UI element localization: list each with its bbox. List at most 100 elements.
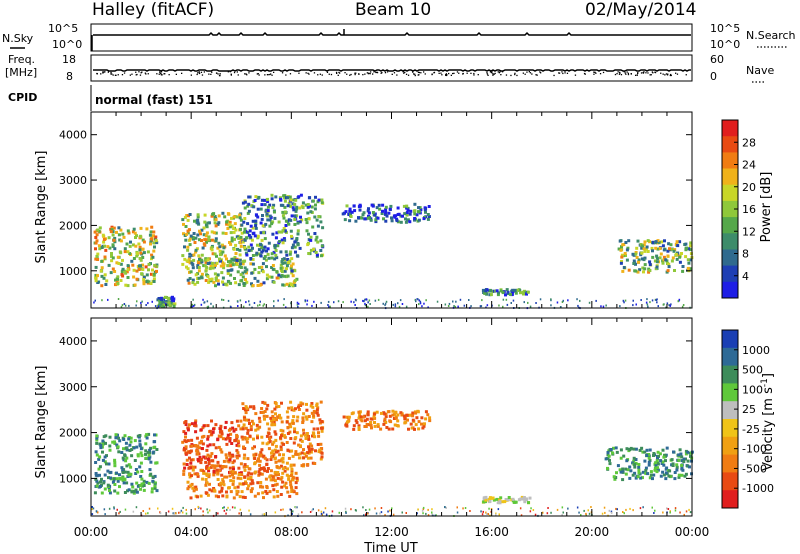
echo-cell	[244, 251, 248, 255]
echo-cell	[295, 492, 299, 496]
echo-cell	[285, 420, 289, 424]
echo-cell	[192, 258, 196, 262]
nave-dot	[328, 73, 330, 75]
nave-dot	[281, 72, 284, 74]
nave-dot	[536, 74, 538, 76]
echo-cell	[119, 510, 121, 513]
echo-cell	[620, 245, 623, 249]
echo-cell	[369, 303, 371, 305]
echo-cell	[281, 429, 285, 433]
echo-cell	[201, 477, 205, 481]
echo-cell	[148, 451, 152, 455]
echo-cell	[99, 269, 103, 273]
echo-cell	[220, 271, 224, 275]
echo-cell	[141, 238, 145, 242]
echo-cell	[363, 300, 365, 303]
echo-cell	[227, 299, 230, 302]
echo-cell	[117, 450, 121, 454]
echo-cell	[198, 455, 202, 459]
echo-cell	[183, 448, 187, 452]
echo-cell	[646, 472, 650, 476]
echo-cell	[239, 262, 243, 266]
echo-cell	[208, 443, 212, 447]
echo-cell	[648, 476, 652, 480]
echo-cell	[248, 434, 252, 438]
echo-cell	[223, 426, 227, 430]
echo-cell	[116, 255, 120, 259]
echo-cell	[257, 304, 259, 307]
echo-cell	[488, 507, 490, 510]
echo-cell	[352, 427, 356, 431]
echo-cell	[666, 269, 670, 273]
echo-cell	[595, 299, 597, 302]
echo-cell	[303, 452, 307, 456]
echo-cell	[270, 455, 274, 459]
echo-cell	[270, 197, 274, 201]
echo-cell	[102, 276, 106, 280]
echo-cell	[317, 215, 321, 218]
echo-cell	[310, 420, 314, 424]
echo-cell	[293, 223, 297, 226]
echo-cell	[357, 424, 361, 428]
echo-cell	[227, 486, 231, 490]
echo-cell	[481, 299, 483, 302]
echo-cell	[291, 419, 295, 423]
echo-cell	[357, 426, 361, 430]
echo-cell	[132, 491, 136, 495]
echo-cell	[677, 475, 681, 479]
echo-cell	[271, 267, 275, 271]
echo-cell	[211, 430, 215, 434]
echo-cell	[409, 422, 413, 426]
nave-dot	[493, 73, 495, 75]
echo-cell	[498, 513, 500, 516]
echo-cell	[269, 435, 273, 439]
echo-cell	[484, 291, 488, 295]
echo-cell	[237, 305, 239, 307]
echo-cell	[275, 276, 279, 280]
echo-cell	[118, 439, 122, 443]
echo-cell	[419, 300, 422, 303]
echo-cell	[230, 216, 233, 220]
echo-cell	[145, 304, 147, 306]
colorbar-tick-label: 20	[742, 181, 756, 194]
echo-cell	[126, 268, 130, 272]
nave-dot	[198, 72, 201, 75]
echo-cell	[219, 448, 223, 452]
echo-cell	[258, 283, 262, 287]
echo-cell	[271, 414, 275, 418]
echo-cell	[133, 283, 137, 287]
echo-cell	[265, 212, 269, 216]
echo-cell	[448, 302, 451, 305]
echo-cell	[206, 300, 209, 303]
echo-cell	[284, 275, 288, 279]
echo-cell	[243, 238, 247, 242]
echo-cell	[260, 250, 264, 254]
echo-cell	[673, 248, 677, 252]
echo-cell	[207, 473, 211, 477]
echo-cell	[249, 513, 252, 516]
echo-cell	[246, 211, 250, 215]
echo-cell	[289, 266, 293, 270]
echo-cell	[427, 306, 429, 309]
nave-dot	[626, 71, 628, 73]
echo-cell	[199, 494, 203, 498]
echo-cell	[227, 280, 231, 284]
nave-dot	[453, 72, 455, 74]
echo-cell	[454, 305, 457, 308]
echo-cell	[206, 275, 210, 279]
nave-dot	[620, 74, 623, 76]
echo-cell	[281, 456, 285, 460]
nave-dot	[458, 72, 460, 74]
echo-cell	[546, 512, 549, 515]
echo-cell	[226, 264, 230, 267]
echo-cell	[527, 301, 529, 304]
echo-cell	[642, 243, 646, 247]
echo-cell	[263, 514, 266, 517]
echo-cell	[290, 236, 294, 240]
echo-cell	[159, 296, 163, 300]
echo-cell	[225, 257, 228, 261]
echo-cell	[104, 434, 108, 438]
echo-cell	[658, 452, 662, 456]
echo-cell	[254, 453, 258, 457]
echo-cell	[244, 426, 248, 430]
